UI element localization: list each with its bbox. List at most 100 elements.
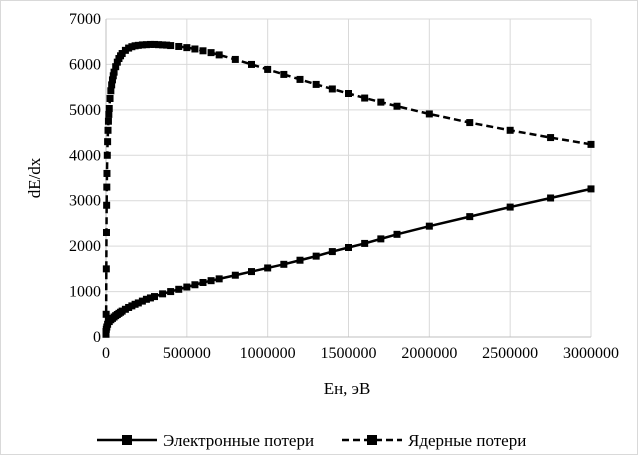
series-layer	[102, 40, 595, 338]
data-point	[296, 256, 304, 264]
x-axis-title: Ен, эВ	[324, 379, 371, 398]
x-tick-label: 2000000	[401, 345, 457, 362]
x-tick-label: 1500000	[321, 345, 377, 362]
data-point	[280, 260, 288, 268]
data-point	[134, 299, 142, 307]
y-axis-title: dE/dx	[25, 157, 44, 198]
series-electronic	[102, 185, 595, 336]
data-point	[345, 90, 352, 98]
data-point	[215, 275, 223, 283]
data-point	[109, 72, 117, 80]
data-point	[377, 235, 385, 243]
data-point	[103, 169, 111, 177]
series-nuclear	[102, 40, 595, 338]
data-point	[547, 194, 555, 202]
data-point	[466, 213, 474, 221]
x-tick-label: 1000000	[240, 345, 296, 362]
data-point	[106, 95, 114, 102]
data-point	[138, 297, 146, 305]
x-tick-label: 2500000	[482, 345, 538, 362]
legend-label: Электронные потери	[163, 431, 314, 450]
data-point	[280, 70, 288, 78]
data-point	[159, 290, 167, 298]
data-point	[361, 239, 369, 247]
data-point	[107, 87, 115, 95]
data-point	[183, 283, 191, 291]
data-point	[104, 138, 112, 146]
data-point	[134, 41, 142, 49]
data-point	[393, 230, 401, 238]
data-point	[183, 44, 191, 52]
data-point	[146, 40, 154, 48]
data-point	[110, 68, 118, 76]
data-point	[191, 45, 199, 53]
tick-labels: 0 1000 2000 3000 4000 5000 6000 7000 0 500000 1000…	[69, 11, 619, 362]
data-point	[547, 134, 555, 142]
data-point	[345, 244, 352, 252]
x-tick-label: 3000000	[563, 345, 619, 362]
data-point	[231, 55, 239, 63]
data-point	[112, 63, 120, 71]
data-point	[296, 75, 304, 83]
data-point	[264, 264, 272, 272]
data-point	[425, 110, 433, 118]
data-point	[102, 229, 110, 237]
data-point	[105, 110, 113, 118]
data-point	[312, 80, 320, 88]
data-point	[142, 295, 150, 303]
legend-marker-swatch	[122, 435, 132, 445]
data-point	[138, 41, 146, 49]
data-point	[425, 222, 433, 230]
data-point	[506, 126, 514, 134]
legend-label: Ядерные потери	[408, 431, 526, 450]
data-point	[466, 119, 474, 127]
data-point	[102, 310, 110, 318]
data-point	[102, 330, 110, 338]
data-point	[151, 293, 158, 301]
data-point	[207, 49, 215, 57]
data-point	[103, 201, 111, 209]
data-point	[231, 271, 239, 279]
data-point	[328, 248, 336, 256]
data-point	[104, 117, 112, 125]
data-point	[191, 281, 199, 289]
data-point	[377, 98, 385, 106]
data-point	[264, 65, 272, 73]
legend-item: Электронные потери	[97, 431, 314, 450]
data-point	[199, 47, 207, 55]
y-tick-label: 1000	[69, 284, 101, 301]
data-point	[151, 40, 158, 48]
data-point	[159, 41, 167, 49]
x-tick-label: 0	[102, 345, 110, 362]
data-point	[155, 41, 163, 49]
data-point	[175, 285, 183, 293]
y-tick-label: 7000	[69, 11, 101, 28]
data-point	[142, 41, 150, 49]
data-point	[108, 81, 116, 89]
data-point	[506, 203, 514, 211]
y-tick-label: 5000	[69, 102, 101, 119]
data-point	[328, 85, 336, 93]
data-point	[393, 102, 401, 110]
x-tick-label: 500000	[163, 345, 211, 362]
data-point	[102, 265, 110, 273]
data-point	[146, 294, 154, 302]
y-tick-label: 2000	[69, 238, 101, 255]
data-point	[163, 41, 171, 49]
data-point	[105, 104, 113, 112]
data-point	[103, 183, 111, 191]
data-point	[175, 42, 183, 50]
y-tick-label: 4000	[69, 147, 101, 164]
data-point	[587, 185, 595, 193]
y-tick-label: 3000	[69, 193, 101, 210]
data-point	[248, 60, 255, 68]
data-point	[167, 42, 175, 50]
data-point	[312, 252, 320, 260]
legend-marker-swatch	[367, 435, 377, 445]
legend: Электронные потери Ядерные потери	[97, 431, 526, 450]
y-tick-label: 0	[93, 329, 101, 346]
data-point	[104, 126, 112, 134]
